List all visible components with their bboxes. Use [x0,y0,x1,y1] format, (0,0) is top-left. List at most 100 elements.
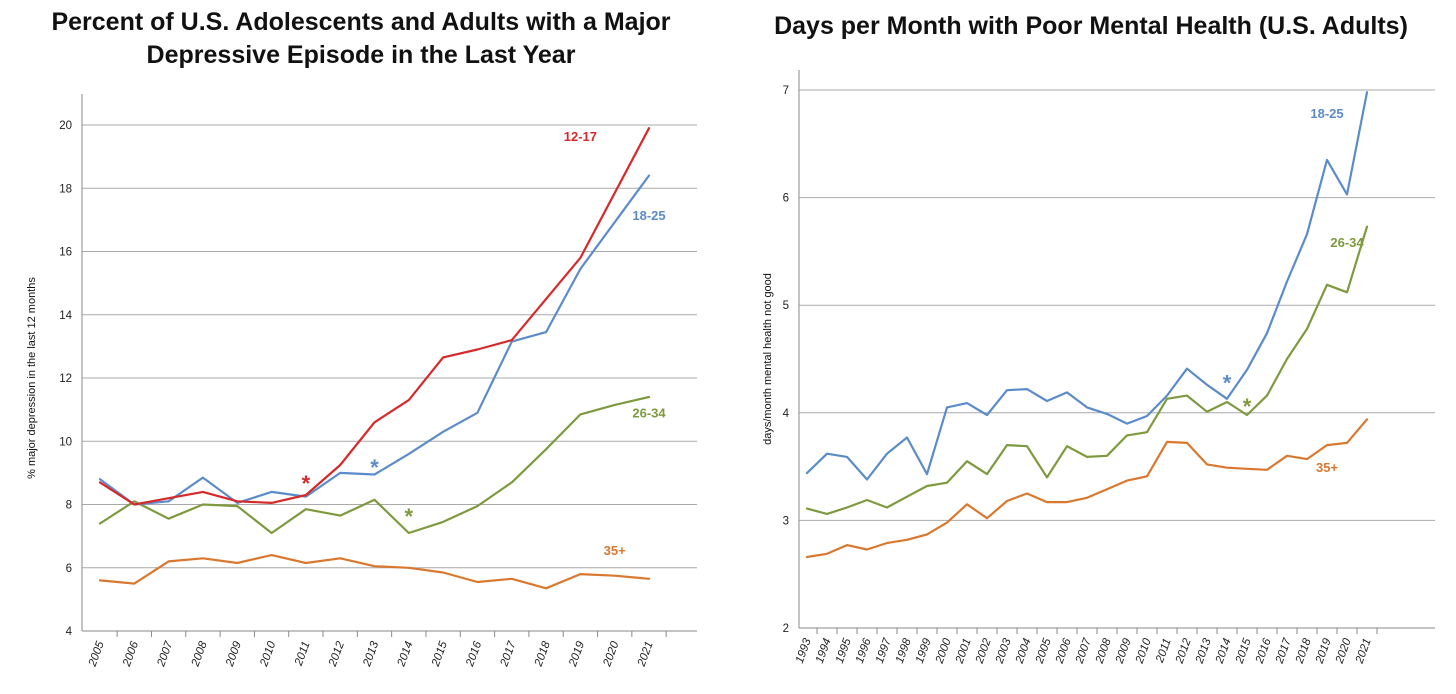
data-point-26-34 [1146,431,1148,433]
data-point-35 [946,521,948,524]
data-point-12-17 [648,127,650,129]
data-point-12-17 [408,399,410,401]
x-tick-label: 2013 [361,639,382,669]
data-point-35 [1046,501,1048,503]
x-tick-label: 2017 [498,639,519,669]
x-tick-label: 2018 [1293,636,1314,666]
data-point-18-25 [1306,233,1308,235]
x-tick-label: 2018 [533,639,554,669]
data-point-35 [986,517,988,520]
data-point-18-25 [1246,368,1248,371]
data-point-26-34 [1126,434,1128,437]
data-point-26-34 [826,513,828,515]
x-tick-label: 2021 [1353,637,1373,666]
x-tick-label: 2002 [973,636,994,666]
data-point-26-34 [1166,398,1168,400]
data-point-35 [1146,475,1148,478]
y-tick-label: 18 [59,183,72,195]
significance-marker: * [1223,371,1232,396]
data-point-35 [1326,444,1328,446]
data-point-35 [476,581,479,583]
x-tick-label: 1993 [794,636,814,665]
series-line-35 [805,418,1369,559]
data-point-35 [966,503,968,506]
data-point-35 [1006,500,1008,502]
data-point-18-25 [1286,280,1288,283]
data-point-35 [1186,442,1188,444]
x-tick-label: 1997 [874,636,894,665]
y-tick-label: 2 [783,623,789,635]
x-tick-label: 2005 [1033,636,1054,666]
data-point-26-34 [846,506,848,509]
data-point-12-17 [476,348,479,351]
data-point-18-25 [1106,413,1108,415]
data-point-18-25 [1146,415,1148,417]
significance-marker: * [302,471,311,496]
data-point-35 [1226,466,1228,469]
series-line-35 [98,553,651,590]
x-tick-label: 2009 [1113,636,1134,666]
series-line-12-17 [98,127,651,506]
series-line-26-34 [805,225,1369,516]
data-point-26-34 [236,505,239,507]
data-point-18-25 [1086,406,1088,409]
data-point-35 [1026,492,1028,495]
data-point-18-25 [1006,389,1008,392]
data-point-26-34 [926,485,928,487]
x-tick-label: 2013 [1193,636,1214,666]
data-point-35 [408,566,410,569]
data-point-18-25 [1126,422,1128,425]
data-point-26-34 [339,514,341,517]
data-point-18-25 [202,476,204,479]
data-point-26-34 [167,517,170,520]
y-tick-label: 16 [59,247,72,259]
data-point-18-25 [1166,394,1168,397]
x-tick-label: 2003 [993,636,1014,666]
data-point-35 [579,573,582,575]
data-point-18-25 [99,478,101,481]
data-point-18-25 [946,406,948,409]
left-chart-panel: Percent of U.S. Adolescents and Adults w… [0,0,722,694]
x-tick-label: 2006 [121,639,142,669]
series-label-35: 35+ [604,543,626,558]
x-tick-label: 2020 [601,639,622,669]
data-point-12-17 [99,481,101,484]
data-point-18-25 [1366,91,1368,93]
data-point-35 [236,562,239,564]
x-tick-label: 2006 [1053,636,1074,666]
x-tick-label: 2014 [1213,637,1233,666]
y-tick-label: 5 [783,300,789,312]
x-tick-label: 2011 [1154,637,1174,665]
data-point-18-25 [339,472,341,474]
data-point-26-34 [1206,410,1208,413]
left-chart-title: Percent of U.S. Adolescents and Adults w… [0,6,722,72]
right-chart-panel: Days per Month with Poor Mental Health (… [722,0,1456,694]
data-point-35 [1106,488,1108,490]
data-point-26-34 [906,495,908,498]
x-tick-label: 2007 [1073,636,1094,666]
data-point-26-34 [806,507,808,510]
series-label-18-25: 18-25 [632,208,665,223]
data-point-12-17 [510,339,513,341]
data-point-18-25 [1026,388,1028,390]
x-tick-label: 1999 [914,636,934,665]
x-tick-label: 2010 [1133,636,1154,666]
series-line-18-25 [805,91,1369,481]
data-point-26-34 [1226,401,1228,403]
left-chart-plot: 4 6 8 10 12 14 16 18 20 2005 2006 2007 2008 2009 2010 2… [26,94,697,669]
data-point-26-34 [270,532,273,534]
data-point-35 [1126,479,1128,482]
data-point-35 [442,571,444,574]
x-tick-label: 2016 [1253,636,1274,666]
data-point-26-34 [1066,445,1068,447]
series-label-26-34: 26-34 [632,406,666,421]
data-point-26-34 [966,460,968,463]
data-point-35 [1166,441,1168,443]
data-point-26-34 [946,481,948,484]
data-point-18-25 [408,453,410,455]
data-point-35 [1366,418,1368,421]
data-point-18-25 [579,268,582,270]
right-chart-title: Days per Month with Poor Mental Health (… [774,12,1408,40]
significance-marker: * [370,455,379,480]
data-point-35 [1246,467,1248,470]
